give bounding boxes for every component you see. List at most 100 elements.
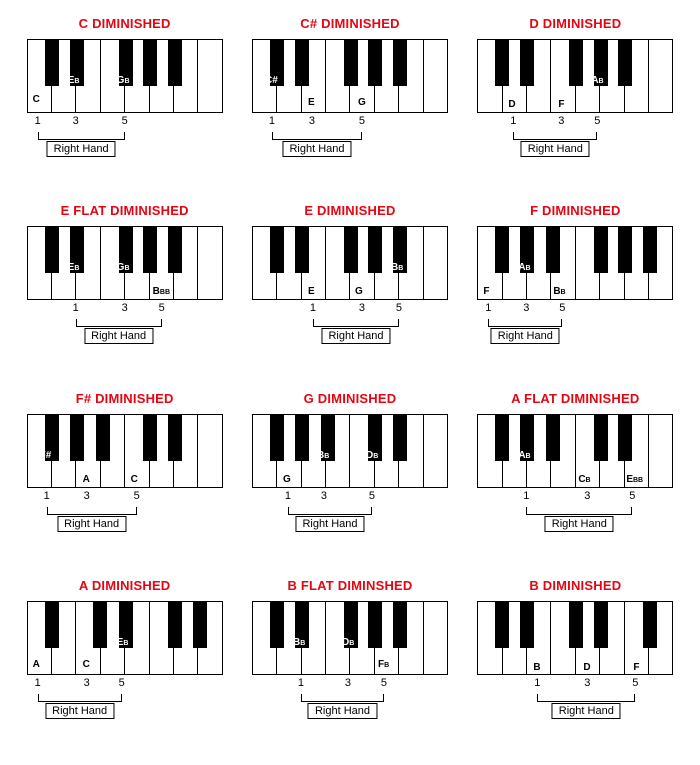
- finger-number: 3: [84, 490, 90, 502]
- chord-title: C# DIMINISHED: [300, 16, 399, 31]
- chord-panel: E FLAT DIMINISHEDEBGBBBB135Right Hand: [18, 203, 231, 372]
- finger-number: 3: [584, 677, 590, 689]
- white-key: [649, 415, 672, 487]
- finger-number: 3: [345, 677, 351, 689]
- black-key: [270, 227, 284, 273]
- white-key: [198, 415, 221, 487]
- chord-title: A DIMINISHED: [79, 578, 170, 593]
- chord-title: C DIMINISHED: [79, 16, 171, 31]
- finger-number: 5: [396, 302, 402, 314]
- black-key: [594, 40, 608, 86]
- hand-bracket: [38, 132, 125, 140]
- finger-numbers: 135: [252, 302, 448, 318]
- finger-numbers: 1 3 5: [27, 302, 223, 318]
- black-key: [168, 227, 182, 273]
- black-key: [618, 40, 632, 86]
- finger-number: 1: [73, 302, 79, 314]
- chord-title: B FLAT DIMINSHED: [287, 578, 412, 593]
- finger-number: 3: [584, 490, 590, 502]
- finger-number: 3: [359, 302, 365, 314]
- finger-number: 1: [485, 302, 491, 314]
- black-key: [520, 40, 534, 86]
- finger-number: 3: [321, 490, 327, 502]
- finger-number: 3: [309, 115, 315, 127]
- hand-bracket: [537, 694, 635, 702]
- chord-panel: E DIMINISHEDEGBB135Right Hand: [243, 203, 456, 372]
- finger-number: 5: [159, 302, 165, 314]
- hand-bracket: [526, 507, 632, 515]
- finger-number: 1: [35, 115, 41, 127]
- hand-label: Right Hand: [84, 328, 153, 344]
- black-key: [70, 415, 84, 461]
- black-key: [295, 40, 309, 86]
- chord-panel: F# DIMINISHEDF#AC135Right Hand: [18, 391, 231, 560]
- black-key: [368, 40, 382, 86]
- finger-number: 5: [629, 490, 635, 502]
- chord-panel: A DIMINISHEDACEB135Right Hand: [18, 578, 231, 747]
- piano-keyboard: ACEB: [27, 601, 223, 675]
- white-key: [424, 40, 447, 112]
- black-key: [643, 602, 657, 648]
- finger-number: 5: [119, 677, 125, 689]
- hand-label: Right Hand: [47, 141, 116, 157]
- piano-keyboard: EGBB: [252, 226, 448, 300]
- finger-number: 5: [559, 302, 565, 314]
- finger-numbers: 135: [477, 115, 673, 131]
- piano-keyboard: CEBGB: [27, 39, 223, 113]
- hand-bracket: [38, 694, 122, 702]
- white-key: [424, 227, 447, 299]
- finger-numbers: 135: [27, 115, 223, 131]
- finger-number: 3: [122, 302, 128, 314]
- finger-number: 1: [35, 677, 41, 689]
- black-key: [45, 602, 59, 648]
- chord-panel: B FLAT DIMINSHEDBBDBFB135Right Hand: [243, 578, 456, 747]
- black-key: [93, 602, 107, 648]
- finger-number: 1: [44, 490, 50, 502]
- black-key: [546, 227, 560, 273]
- black-key: [643, 227, 657, 273]
- black-key: [45, 40, 59, 86]
- black-key: [193, 602, 207, 648]
- black-key: [520, 227, 534, 273]
- finger-number: 1: [269, 115, 275, 127]
- black-key: [344, 40, 358, 86]
- black-key: [143, 40, 157, 86]
- hand-bracket: [288, 507, 372, 515]
- piano-keyboard: DFAB: [477, 39, 673, 113]
- black-key: [295, 415, 309, 461]
- black-key: [520, 415, 534, 461]
- chord-panel: B DIMINISHEDBDF135Right Hand: [469, 578, 682, 747]
- black-key: [270, 415, 284, 461]
- black-key: [495, 602, 509, 648]
- finger-numbers: 135: [252, 677, 448, 693]
- hand-label: Right Hand: [295, 516, 364, 532]
- hand-label: Right Hand: [308, 703, 377, 719]
- piano-keyboard: C#EG: [252, 39, 448, 113]
- black-key: [594, 415, 608, 461]
- hand-bracket: [488, 319, 562, 327]
- finger-number: 5: [122, 115, 128, 127]
- finger-number: 5: [381, 677, 387, 689]
- black-key: [119, 227, 133, 273]
- finger-number: 1: [285, 490, 291, 502]
- chord-panel: G DIMINISHEDGBBDB135Right Hand: [243, 391, 456, 560]
- chord-title: B DIMINISHED: [529, 578, 621, 593]
- chord-title: D DIMINISHED: [529, 16, 621, 31]
- hand-label: Right Hand: [552, 703, 621, 719]
- black-key: [393, 415, 407, 461]
- hand-bracket: [272, 132, 362, 140]
- black-key: [168, 602, 182, 648]
- finger-numbers: 135: [252, 490, 448, 506]
- black-key: [143, 227, 157, 273]
- black-key: [45, 227, 59, 273]
- black-key: [393, 40, 407, 86]
- black-key: [618, 415, 632, 461]
- black-key: [495, 415, 509, 461]
- black-key: [569, 40, 583, 86]
- black-key: [495, 40, 509, 86]
- hand-bracket: [301, 694, 384, 702]
- black-key: [96, 415, 110, 461]
- piano-keyboard: FABBB: [477, 226, 673, 300]
- chord-title: E FLAT DIMINISHED: [61, 203, 189, 218]
- white-key: [198, 227, 221, 299]
